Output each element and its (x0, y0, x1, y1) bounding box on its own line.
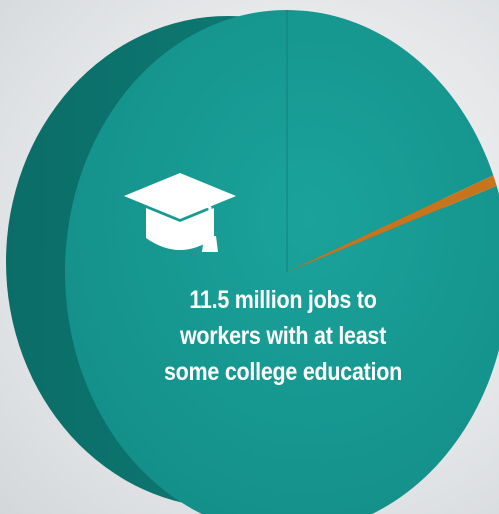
pie-slices (65, 10, 499, 514)
annotation-line-3: some college education (163, 358, 403, 386)
annotation-line-1: 11.5 million jobs to (189, 286, 377, 314)
graduation-cap-icon (124, 173, 236, 252)
annotation-line-2: workers with at least (179, 322, 387, 350)
pie-slice-small (287, 175, 497, 272)
slice-annotation: 11.5 million jobs to workers with at lea… (133, 282, 434, 390)
pie-slice-main (65, 10, 499, 514)
